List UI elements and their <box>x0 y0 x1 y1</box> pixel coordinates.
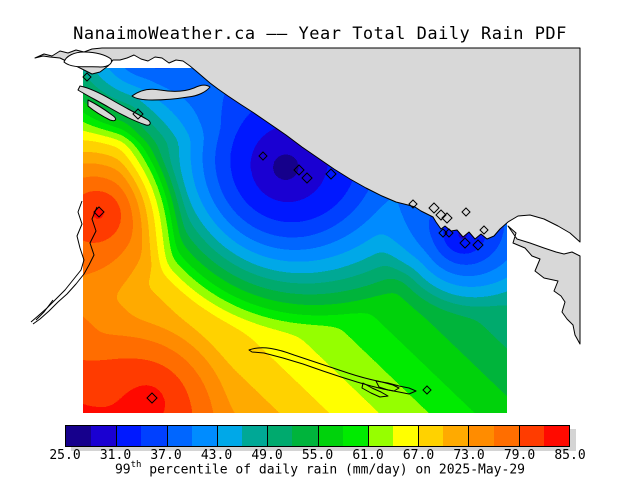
station-diamond-icon <box>435 209 447 221</box>
island-east-appendix <box>375 380 417 395</box>
station-diamond-icon <box>325 168 337 180</box>
station-diamond-icon <box>472 239 484 251</box>
colorbar-segment <box>342 426 368 446</box>
caption-base: 99 <box>114 462 131 478</box>
station-diamond-icon <box>444 228 454 238</box>
colorbar-tick-label: 73.0 <box>453 448 485 463</box>
colorbar-segment <box>242 426 268 446</box>
peninsula-finger-2 <box>87 99 117 122</box>
colorbar-segment <box>66 426 92 446</box>
station-diamond-icon <box>461 207 471 217</box>
mainland-polygon <box>34 47 581 243</box>
colorbar-tick <box>216 426 218 446</box>
colorbar-labels: 25.0 31.0 37.0 43.0 49.0 55.0 61.0 67.0 73.0 79.0… <box>49 448 585 463</box>
station-diamond-icon <box>301 172 313 184</box>
colorbar-tick-label: 85.0 <box>554 448 586 463</box>
colorbar-caption: 99th percentile of daily rain (mm/day) o… <box>0 460 640 478</box>
peninsula-finger-1 <box>77 85 151 126</box>
colorbar-tick <box>367 426 369 446</box>
station-diamond-icon <box>293 164 305 176</box>
long-island-outline <box>248 347 400 392</box>
land-polygons <box>34 47 581 345</box>
colorbar-segment <box>292 426 318 446</box>
coastline-outlines <box>30 200 417 398</box>
colorbar-segment <box>317 426 343 446</box>
bay-island-polygon <box>131 84 211 101</box>
colorbar-tick <box>267 426 269 446</box>
colorbar-tick-label: 61.0 <box>352 448 384 463</box>
colorbar-tick-label: 43.0 <box>200 448 233 463</box>
station-markers <box>82 72 489 404</box>
colorbar-segment <box>393 426 419 446</box>
colorbar-tick <box>317 426 319 446</box>
station-diamond-icon <box>132 108 144 120</box>
west-coast-line-2 <box>32 206 98 325</box>
chart-title: NanaimoWeather.ca –– Year Total Daily Ra… <box>73 24 567 44</box>
colorbar-segment <box>543 426 570 446</box>
station-diamond-icon <box>258 151 268 161</box>
colorbar-tick-label: 25.0 <box>49 448 81 463</box>
station-diamond-icon <box>82 72 92 82</box>
colorbar-segment <box>493 426 519 446</box>
colorbar-segment <box>267 426 293 446</box>
colorbar-tick-label: 67.0 <box>402 448 435 463</box>
station-diamond-icon <box>479 225 489 235</box>
colorbar-tick-label: 55.0 <box>301 448 334 463</box>
colorbar-segment <box>141 426 167 446</box>
west-coast-spur <box>35 299 54 321</box>
island-south-hook <box>361 382 389 398</box>
colorbar-segment <box>518 426 544 446</box>
lagoon-polygon <box>63 51 112 68</box>
caption-rest: percentile of daily rain (mm/day) on 202… <box>141 462 525 478</box>
colorbar-segment <box>443 426 469 446</box>
west-coast-line-1 <box>30 200 85 323</box>
station-diamond-icon <box>422 385 432 395</box>
station-diamond-icon <box>428 202 440 214</box>
station-diamond-icon <box>93 206 105 218</box>
colorbar-segment <box>216 426 243 446</box>
colorbar-tick <box>166 426 168 446</box>
station-diamond-icon <box>146 392 158 404</box>
colorbar-tick-label: 37.0 <box>150 448 182 463</box>
colorbar <box>65 425 570 447</box>
colorbar-segment <box>468 426 494 446</box>
colorbar-tick <box>418 426 420 446</box>
colorbar-tick <box>468 426 470 446</box>
colorbar-tick-label: 49.0 <box>251 448 283 463</box>
colorbar-tick <box>116 426 118 446</box>
colorbar-segment <box>116 426 142 446</box>
colorbar-tick-label: 31.0 <box>99 448 132 463</box>
colorbar-segment <box>418 426 444 446</box>
colorbar-segment <box>91 426 117 446</box>
colorbar-segment <box>367 426 394 446</box>
station-diamond-icon <box>408 199 418 209</box>
station-diamond-icon <box>441 212 453 224</box>
colorbar-tick <box>518 426 520 446</box>
colorbar-segment <box>191 426 217 446</box>
colorbar-tick-label: 79.0 <box>503 448 536 463</box>
lower-right-land-polygon <box>507 225 581 345</box>
caption-superscript: th <box>130 460 142 470</box>
colorbar-segment <box>166 426 192 446</box>
station-diamond-icon <box>459 237 471 249</box>
